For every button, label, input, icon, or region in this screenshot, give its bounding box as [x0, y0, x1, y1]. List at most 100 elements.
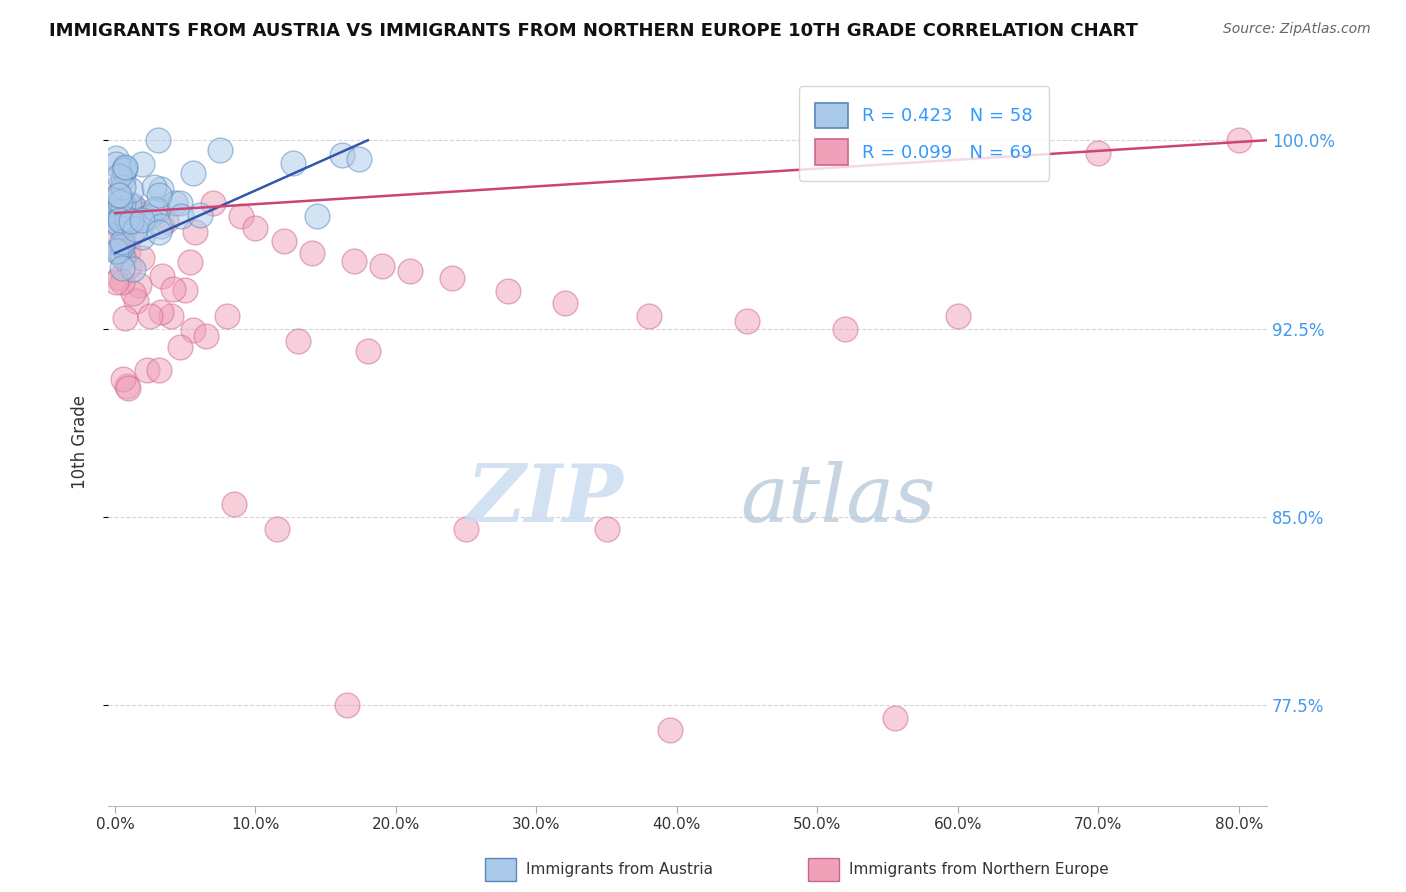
Point — [595, 522, 617, 536]
Point — [330, 148, 353, 162]
Point — [110, 248, 132, 262]
Point — [169, 196, 191, 211]
Point — [107, 204, 129, 219]
Point — [107, 188, 129, 202]
Point — [108, 213, 131, 227]
Point — [287, 334, 309, 348]
Point — [131, 213, 153, 227]
Point — [347, 152, 370, 166]
Point — [281, 156, 304, 170]
Point — [122, 262, 145, 277]
Point — [371, 259, 394, 273]
Point — [121, 214, 143, 228]
Point — [399, 264, 422, 278]
Point — [110, 205, 132, 219]
Point — [188, 208, 211, 222]
Point — [131, 251, 153, 265]
Point — [114, 161, 136, 175]
Point — [181, 323, 204, 337]
Point — [111, 235, 134, 249]
Text: Immigrants from Austria: Immigrants from Austria — [526, 863, 713, 877]
Point — [170, 209, 193, 223]
Point — [134, 211, 156, 226]
Point — [111, 170, 134, 185]
Text: Immigrants from Northern Europe: Immigrants from Northern Europe — [849, 863, 1109, 877]
Point — [111, 250, 134, 264]
Point — [301, 246, 323, 260]
Point — [195, 329, 218, 343]
Point — [111, 260, 134, 275]
Point — [105, 244, 128, 258]
Point — [111, 372, 134, 386]
Point — [118, 198, 141, 212]
Point — [498, 284, 520, 298]
Point — [105, 182, 128, 196]
Point — [658, 723, 681, 738]
Point — [107, 187, 129, 202]
Point — [159, 309, 181, 323]
Point — [173, 283, 195, 297]
Point — [110, 194, 132, 209]
Point — [117, 217, 139, 231]
Point — [150, 305, 173, 319]
Point — [1087, 145, 1109, 160]
Text: Source: ZipAtlas.com: Source: ZipAtlas.com — [1223, 22, 1371, 37]
Point — [105, 151, 128, 165]
Point — [155, 214, 177, 228]
Point — [202, 196, 225, 211]
Point — [108, 243, 131, 257]
Point — [139, 309, 162, 323]
Text: ZIP: ZIP — [467, 461, 624, 539]
Point — [125, 293, 148, 308]
Point — [184, 225, 207, 239]
Point — [305, 209, 328, 223]
Point — [105, 227, 128, 241]
Point — [108, 270, 131, 285]
Point — [114, 311, 136, 326]
Point — [105, 157, 128, 171]
Point — [142, 179, 165, 194]
Point — [336, 698, 359, 713]
Point — [146, 133, 169, 147]
Point — [1227, 133, 1250, 147]
Point — [152, 268, 174, 283]
Point — [110, 276, 132, 290]
Point — [883, 711, 905, 725]
Legend: R = 0.423   N = 58, R = 0.099   N = 69: R = 0.423 N = 58, R = 0.099 N = 69 — [799, 87, 1049, 181]
Point — [148, 187, 170, 202]
Point — [128, 207, 150, 221]
Point — [114, 161, 136, 176]
Point — [554, 296, 576, 310]
Point — [834, 321, 856, 335]
Point — [181, 166, 204, 180]
Point — [111, 180, 134, 194]
Point — [115, 378, 138, 392]
Point — [121, 198, 143, 212]
Point — [105, 193, 128, 207]
Point — [179, 255, 201, 269]
Point — [162, 281, 184, 295]
Point — [128, 278, 150, 293]
Point — [357, 344, 380, 359]
Point — [441, 271, 464, 285]
Point — [637, 309, 659, 323]
Point — [107, 211, 129, 225]
Point — [105, 214, 128, 228]
Point — [107, 244, 129, 258]
Point — [112, 196, 135, 211]
Point — [124, 222, 146, 236]
Point — [118, 259, 141, 273]
Point — [343, 253, 366, 268]
Point — [111, 238, 134, 252]
Point — [138, 210, 160, 224]
Point — [224, 497, 246, 511]
Text: atlas: atlas — [741, 461, 936, 539]
Point — [105, 276, 128, 290]
Point — [273, 234, 295, 248]
Point — [135, 363, 157, 377]
Point — [112, 216, 135, 230]
Point — [120, 183, 142, 197]
Point — [131, 229, 153, 244]
Point — [108, 214, 131, 228]
Point — [266, 522, 288, 536]
